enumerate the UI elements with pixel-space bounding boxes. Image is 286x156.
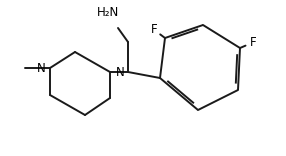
Text: H₂N: H₂N	[97, 5, 119, 19]
Text: N: N	[37, 61, 46, 75]
Text: F: F	[150, 23, 157, 36]
Text: N: N	[116, 66, 125, 78]
Text: F: F	[250, 36, 256, 49]
